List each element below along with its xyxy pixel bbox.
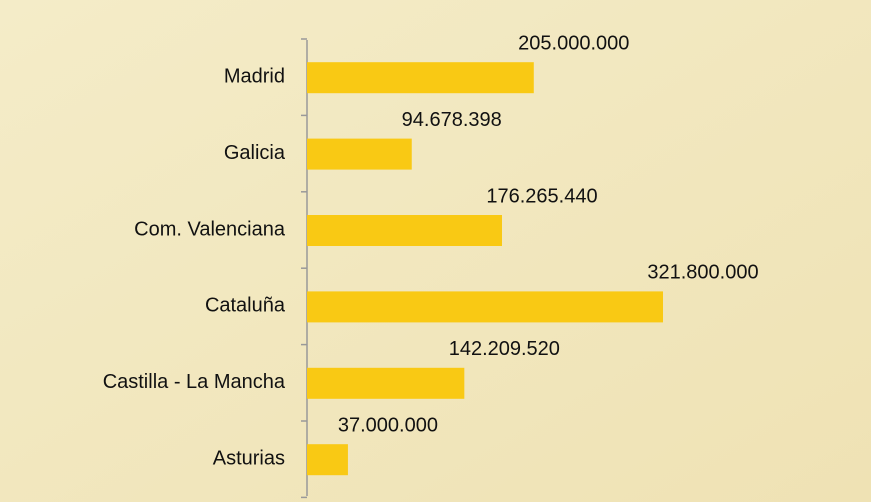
category-label: Madrid	[224, 65, 285, 87]
value-label: 176.265.440	[486, 185, 597, 207]
bar	[307, 367, 465, 399]
category-label: Asturias	[213, 447, 285, 469]
category-label: Com. Valenciana	[134, 218, 286, 240]
bar	[307, 62, 534, 94]
category-label: Cataluña	[205, 295, 286, 317]
value-label: 94.678.398	[402, 109, 502, 131]
value-label: 37.000.000	[338, 414, 438, 436]
value-label: 321.800.000	[647, 262, 758, 284]
bar	[307, 138, 412, 170]
category-label: Galicia	[224, 142, 286, 164]
bar	[307, 215, 502, 246]
value-label: 142.209.520	[449, 338, 560, 360]
value-label: 205.000.000	[518, 32, 629, 54]
category-label: Castilla - La Mancha	[103, 371, 286, 393]
bar	[307, 291, 663, 323]
bar	[307, 444, 348, 476]
